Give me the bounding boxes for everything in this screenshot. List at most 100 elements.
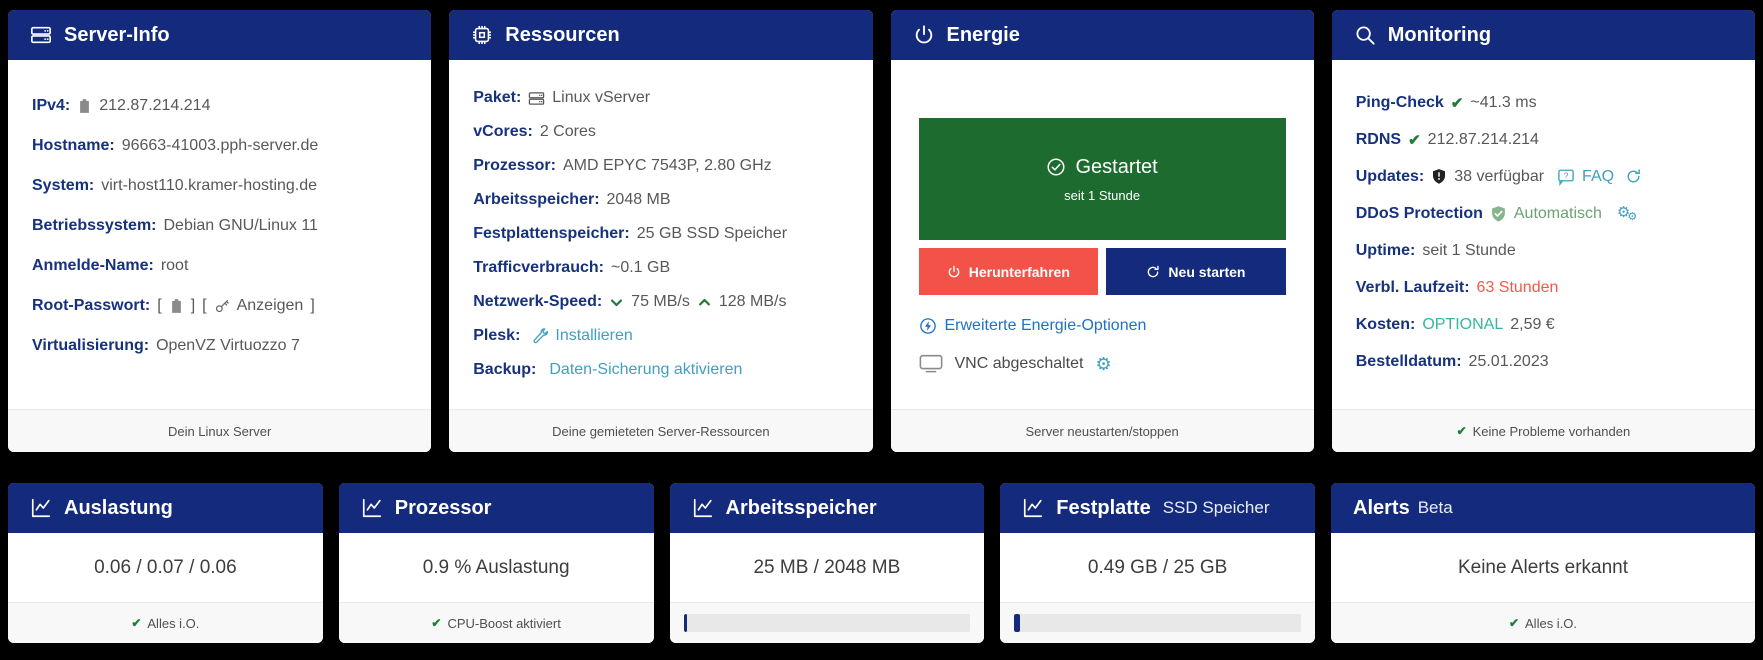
row-label: Prozessor: bbox=[473, 157, 556, 174]
energie-buttons: Herunterfahren Neu starten bbox=[918, 248, 1286, 295]
row-ping-check: Ping-Check ✔ ~41.3 ms bbox=[1356, 84, 1741, 121]
disk-usage-value: 0.49 GB / 25 GB bbox=[1087, 556, 1228, 578]
updates-count: 38 verfügbar bbox=[1454, 167, 1545, 185]
card-server-info: Server-Info IPv4: 212.87.214.214 Hostnam… bbox=[8, 10, 432, 452]
clipboard-icon[interactable] bbox=[77, 98, 92, 114]
order-date: 25.01.2023 bbox=[1468, 352, 1549, 370]
key-icon[interactable] bbox=[214, 298, 230, 314]
download-speed: 75 MB/s bbox=[631, 293, 690, 310]
card-auslastung-header: Auslastung bbox=[8, 483, 323, 533]
row-label: Trafficverbrauch: bbox=[473, 259, 604, 276]
card-subtitle: Beta bbox=[1417, 498, 1453, 517]
row-festplattenspeicher: Festplattenspeicher: 25 GB SSD Speicher bbox=[473, 217, 858, 251]
row-label: Bestelldatum: bbox=[1355, 352, 1462, 370]
card-energie-header: Energie bbox=[890, 10, 1314, 60]
card-prozessor-header: Prozessor bbox=[338, 483, 654, 533]
row-value: 96663-41003.pph-server.de bbox=[121, 137, 319, 154]
row-uptime: Uptime: seit 1 Stunde bbox=[1356, 232, 1741, 269]
row-paket: Paket: Linux vServer bbox=[473, 81, 858, 115]
cpu-usage-value: 0.9 % Auslastung bbox=[422, 556, 570, 578]
card-server-info-header: Server-Info bbox=[8, 10, 432, 60]
card-title: Alerts bbox=[1353, 496, 1410, 519]
bolt-circle-icon bbox=[919, 317, 937, 335]
card-footer: Server neustarten/stoppen bbox=[890, 409, 1314, 452]
row-label: Uptime: bbox=[1355, 241, 1416, 259]
restart-label: Neu starten bbox=[1168, 263, 1246, 280]
row-label: Paket: bbox=[473, 89, 522, 106]
status-state: Gestartet bbox=[1075, 155, 1158, 178]
row-value: 212.87.214.214 bbox=[99, 97, 211, 114]
row-value: AMD EPYC 7543P, 2.80 GHz bbox=[562, 157, 772, 174]
load-average-value: 0.06 / 0.07 / 0.06 bbox=[94, 556, 237, 578]
footer-text: Server neustarten/stoppen bbox=[1025, 423, 1179, 439]
backup-activate-link[interactable]: Daten-Sicherung aktivieren bbox=[549, 361, 743, 378]
card-arbeitsspeicher: Arbeitsspeicher 25 MB / 2048 MB bbox=[669, 483, 985, 643]
footer-text: Alles i.O. bbox=[147, 615, 200, 631]
progress-fill bbox=[1014, 614, 1020, 632]
card-festplatte: Festplatte SSD Speicher 0.49 GB / 25 GB bbox=[1000, 483, 1315, 643]
bracket: [ bbox=[202, 297, 207, 314]
progress-track bbox=[683, 614, 971, 632]
row-virtualisierung: Virtualisierung: OpenVZ Virtuozzo 7 bbox=[32, 326, 417, 366]
ddos-settings-gears-icon[interactable]: ⚙⚙ bbox=[1616, 203, 1637, 223]
vnc-status-label: VNC abgeschaltet bbox=[954, 354, 1084, 372]
ram-progress bbox=[669, 602, 985, 643]
clipboard-icon[interactable] bbox=[169, 298, 184, 314]
plesk-install-link[interactable]: Installieren bbox=[555, 327, 633, 344]
power-icon bbox=[947, 265, 961, 279]
server-status-box: Gestartet seit 1 Stunde bbox=[918, 118, 1286, 240]
row-label: Virtualisierung: bbox=[32, 337, 150, 354]
search-icon bbox=[1354, 24, 1376, 46]
status-uptime: seit 1 Stunde bbox=[1064, 187, 1141, 203]
shield-check-icon bbox=[1490, 205, 1507, 223]
vnc-settings-gear-icon[interactable]: ⚙ bbox=[1095, 353, 1112, 374]
row-root-passwort: Root-Passwort: [ ] [ Anzeigen ] bbox=[32, 286, 417, 326]
row-label: RDNS bbox=[1355, 130, 1402, 148]
card-alerts: Alerts Beta Keine Alerts erkannt ✔ Alles… bbox=[1331, 483, 1755, 643]
card-title: Monitoring bbox=[1387, 23, 1492, 46]
footer-text: Dein Linux Server bbox=[167, 423, 272, 439]
server-stack-icon bbox=[30, 24, 52, 46]
ram-usage-value: 25 MB / 2048 MB bbox=[753, 556, 901, 578]
row-ipv4: IPv4: 212.87.214.214 bbox=[32, 86, 417, 126]
power-icon bbox=[913, 24, 935, 46]
row-value: 25 GB SSD Speicher bbox=[636, 225, 788, 242]
svg-text:?: ? bbox=[1564, 171, 1569, 180]
bracket: ] bbox=[190, 297, 196, 314]
restart-button[interactable]: Neu starten bbox=[1106, 248, 1286, 295]
check-icon: ✔ bbox=[1456, 424, 1467, 438]
row-value: root bbox=[160, 257, 189, 274]
row-label: Backup: bbox=[473, 361, 537, 378]
row-value: Debian GNU/Linux 11 bbox=[163, 217, 318, 234]
shutdown-button[interactable]: Herunterfahren bbox=[918, 248, 1099, 295]
cpu-chip-icon bbox=[471, 24, 493, 46]
row-label: Betriebssystem: bbox=[32, 217, 157, 234]
refresh-icon[interactable] bbox=[1625, 168, 1642, 185]
wrench-icon[interactable] bbox=[531, 327, 549, 345]
row-rdns: RDNS ✔ 212.87.214.214 bbox=[1356, 121, 1741, 158]
show-password-button[interactable]: Anzeigen bbox=[236, 297, 304, 314]
card-title: Ressourcen bbox=[505, 23, 620, 46]
row-verbl-laufzeit: Verbl. Laufzeit: 63 Stunden bbox=[1356, 269, 1741, 306]
row-value: OpenVZ Virtuozzo 7 bbox=[156, 337, 300, 354]
circle-check-icon bbox=[1046, 157, 1066, 177]
row-updates: Updates: 38 verfügbar ? FAQ bbox=[1356, 158, 1741, 195]
row-kosten: Kosten: OPTIONAL 2,59 € bbox=[1356, 306, 1741, 343]
bottom-row: Auslastung 0.06 / 0.07 / 0.06 ✔ Alles i.… bbox=[8, 483, 1755, 643]
chevron-down-icon bbox=[609, 295, 624, 310]
row-label: Kosten: bbox=[1355, 315, 1416, 333]
row-label: Arbeitsspeicher: bbox=[473, 191, 600, 208]
monitor-icon bbox=[919, 354, 943, 373]
faq-link[interactable]: FAQ bbox=[1582, 167, 1615, 185]
monitoring-body: Ping-Check ✔ ~41.3 ms RDNS ✔ 212.87.214.… bbox=[1332, 60, 1755, 409]
faq-bubble-icon[interactable]: ? bbox=[1557, 168, 1575, 186]
advanced-energy-options-link[interactable]: Erweiterte Energie-Optionen bbox=[919, 317, 1286, 335]
card-festplatte-header: Festplatte SSD Speicher bbox=[1000, 483, 1315, 533]
vnc-toggle-row[interactable]: VNC abgeschaltet ⚙ bbox=[919, 354, 1286, 373]
row-label: Netzwerk-Speed: bbox=[473, 293, 603, 310]
row-value: virt-host110.kramer-hosting.de bbox=[101, 177, 318, 194]
gear-icon: ⚙ bbox=[1616, 203, 1631, 221]
check-icon: ✔ bbox=[431, 616, 442, 630]
row-value: ~0.1 GB bbox=[610, 259, 671, 276]
